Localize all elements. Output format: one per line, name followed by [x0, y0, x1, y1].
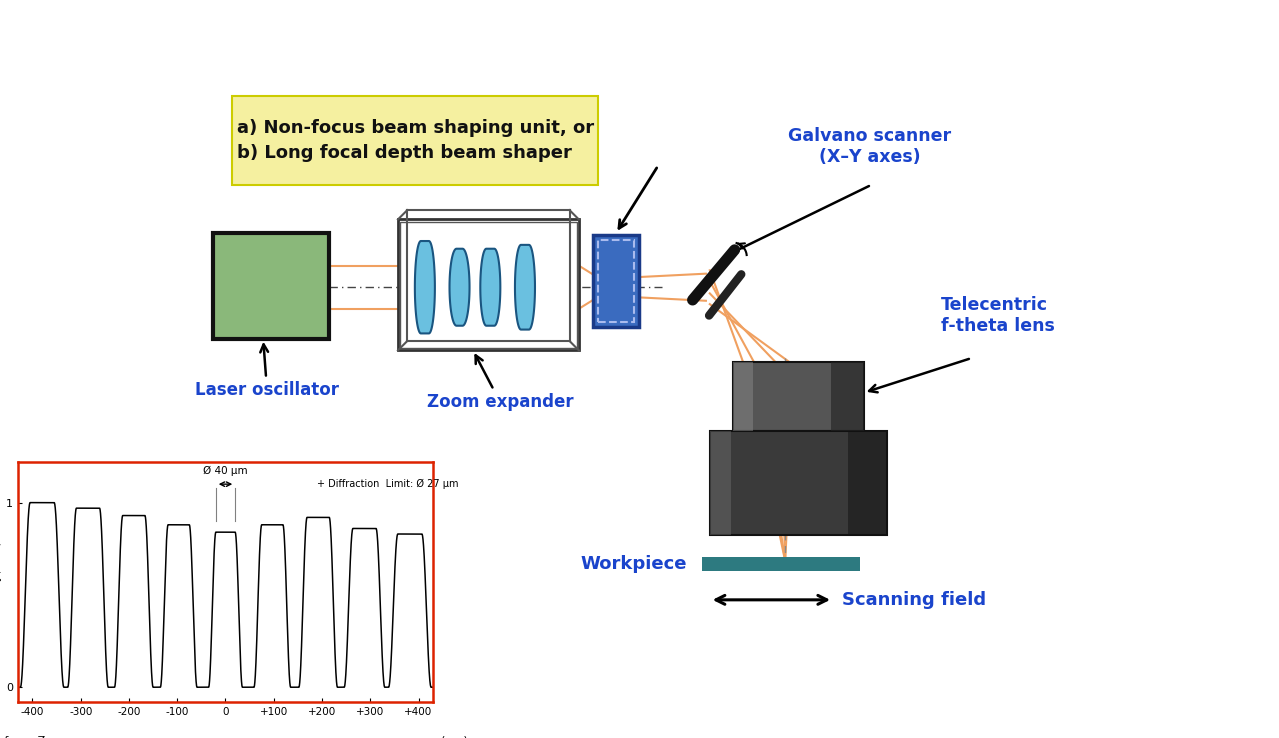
Bar [592, 235, 640, 327]
Bar [214, 233, 329, 339]
Bar [710, 431, 732, 535]
Bar [599, 241, 633, 322]
Polygon shape [481, 249, 500, 325]
Bar [398, 219, 579, 351]
Bar [733, 362, 863, 431]
Bar [702, 556, 859, 570]
Text: Galvano scanner
(X–Y axes): Galvano scanner (X–Y axes) [788, 127, 952, 166]
Y-axis label: Intensity( a.u.): Intensity( a.u.) [0, 541, 3, 623]
Text: Laser oscillator: Laser oscillator [194, 345, 339, 399]
Bar [848, 431, 886, 535]
Polygon shape [414, 241, 435, 334]
Text: Telecentric
f-theta lens: Telecentric f-theta lens [941, 297, 1055, 335]
Polygon shape [515, 245, 535, 330]
Text: + Diffraction  Limit: Ø 27 μm: + Diffraction Limit: Ø 27 μm [317, 479, 459, 489]
Text: (μm): (μm) [441, 736, 468, 738]
Bar [233, 96, 599, 184]
Bar [733, 362, 752, 431]
Bar [831, 362, 863, 431]
Text: Ø 40 μm: Ø 40 μm [203, 466, 248, 476]
Text: Defocus Z =: Defocus Z = [0, 736, 58, 738]
Text: Scanning field: Scanning field [842, 591, 986, 609]
Bar [400, 222, 577, 348]
Text: Workpiece: Workpiece [581, 556, 687, 573]
Polygon shape [449, 249, 469, 325]
Text: a) Non-focus beam shaping unit, or
b) Long focal depth beam shaper: a) Non-focus beam shaping unit, or b) Lo… [237, 119, 593, 162]
Bar [710, 431, 886, 535]
Text: Zoom expander: Zoom expander [427, 355, 573, 411]
